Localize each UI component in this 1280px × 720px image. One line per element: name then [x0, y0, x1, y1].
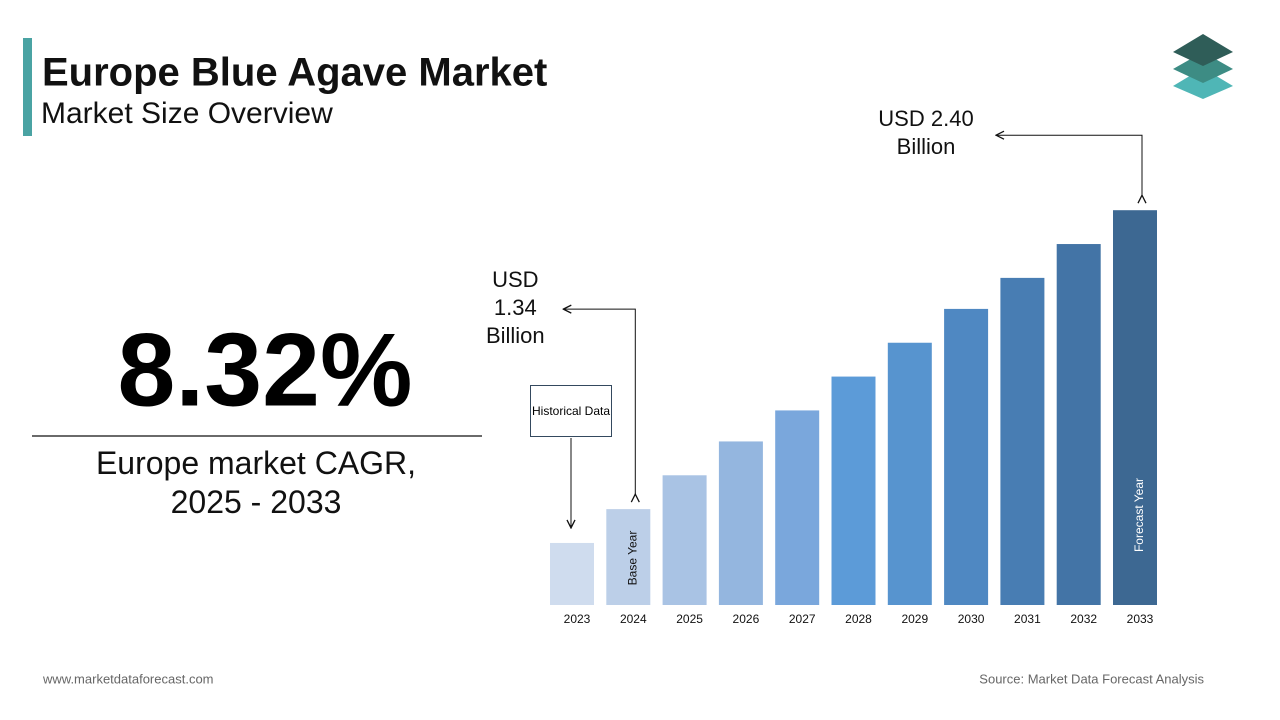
bar — [1056, 244, 1101, 606]
x-tick-label: 2033 — [1127, 612, 1154, 626]
x-tick-label: 2024 — [620, 612, 647, 626]
subtitle: Market Size Overview — [41, 97, 333, 130]
x-tick-label: 2027 — [789, 612, 816, 626]
bar — [550, 542, 594, 605]
x-tick-label: 2028 — [845, 612, 872, 626]
source: Source: Market Data Forecast Analysis — [979, 671, 1204, 686]
x-tick-label: 2023 — [564, 612, 591, 626]
bar — [775, 410, 820, 605]
bar — [831, 376, 876, 605]
value-label: USD 2.40 Billion — [878, 106, 974, 160]
base-year-label: Base Year — [625, 531, 639, 586]
forecast-year-label: Forecast Year — [1132, 478, 1146, 552]
x-tick-label: 2029 — [901, 612, 928, 626]
bar — [1113, 210, 1157, 605]
bar — [887, 342, 932, 605]
arrow — [996, 135, 1142, 195]
title-accent — [23, 38, 32, 136]
cagr-value: 8.32% — [118, 312, 413, 428]
bar — [606, 509, 651, 605]
x-tick-label: 2032 — [1070, 612, 1097, 626]
value-label: USD 1.34 Billion — [485, 267, 545, 349]
website: www.marketdataforecast.com — [42, 671, 214, 686]
bar — [662, 475, 707, 605]
historical-label: Historical Data — [530, 385, 612, 437]
x-tick-label: 2025 — [676, 612, 703, 626]
x-tick-label: 2026 — [733, 612, 760, 626]
title: Europe Blue Agave Market — [42, 51, 547, 95]
logo — [1173, 34, 1233, 99]
x-tick-label: 2030 — [958, 612, 985, 626]
bar — [944, 308, 989, 605]
cagr-label: Europe market CAGR, 2025 - 2033 — [95, 445, 417, 520]
arrow — [563, 309, 635, 494]
x-tick-label: 2031 — [1014, 612, 1041, 626]
bar — [1000, 277, 1045, 605]
bar — [718, 441, 763, 605]
